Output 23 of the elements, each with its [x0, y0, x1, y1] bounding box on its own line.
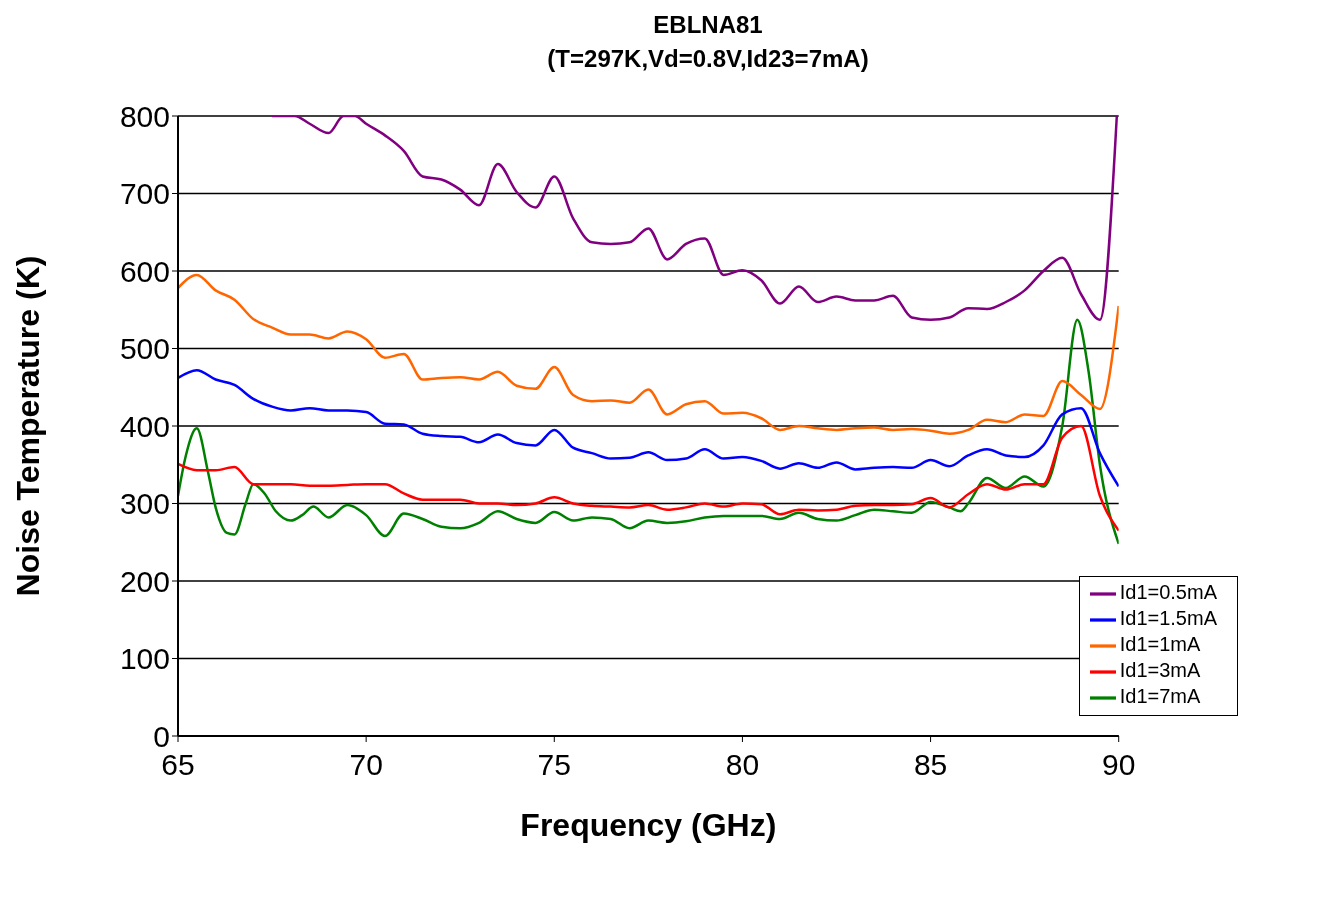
legend-label: Id1=3mA	[1119, 659, 1201, 682]
y-tick-label: 200	[119, 564, 170, 598]
y-tick-label: 300	[119, 487, 170, 521]
x-tick-label: 80	[725, 748, 760, 782]
y-tick-label: 500	[119, 332, 170, 366]
y-tick-label: 100	[119, 642, 170, 676]
y-axis-title: Noise Temperature (K)	[10, 255, 47, 597]
x-tick-label: 75	[537, 748, 571, 782]
legend-label: Id1=1mA	[1119, 633, 1201, 656]
line-series	[270, 116, 1119, 322]
x-tick-label: 90	[1102, 748, 1136, 782]
chart-title: EBLNA81	[652, 10, 764, 40]
y-tick-label: 700	[119, 177, 170, 211]
legend-label: Id1=7mA	[1119, 685, 1201, 708]
x-tick-label: 85	[913, 748, 948, 782]
legend-label: Id1=0.5mA	[1119, 581, 1217, 604]
y-tick-label: 400	[119, 409, 170, 443]
y-tick-label: 600	[119, 254, 170, 288]
x-axis-title: Frequency (GHz)	[520, 807, 777, 843]
legend-label: Id1=1.5mA	[1119, 607, 1217, 630]
x-tick-label: 70	[349, 748, 383, 782]
y-tick-label: 800	[119, 99, 170, 133]
chart-subtitle: (T=297K,Vd=0.8V,Id23=7mA)	[546, 44, 870, 74]
